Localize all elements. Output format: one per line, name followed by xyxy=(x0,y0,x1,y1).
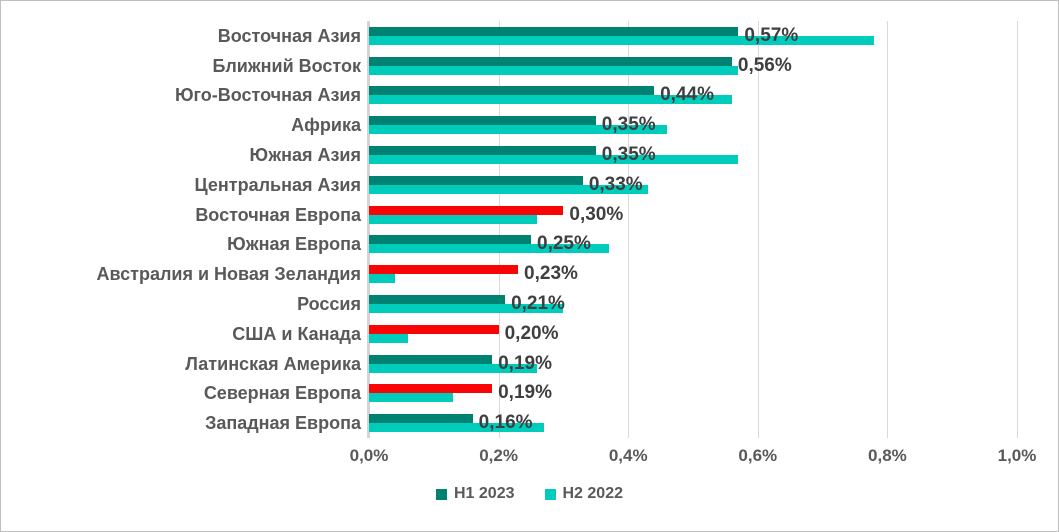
bar-h2-2022 xyxy=(369,244,609,254)
bar-h1-2023 xyxy=(369,235,531,245)
data-label: 0,20% xyxy=(504,322,559,344)
data-label: 0,19% xyxy=(498,382,552,404)
bar-h2-2022 xyxy=(369,95,732,105)
bar-h1-2023 xyxy=(369,205,564,215)
bar-h2-2022 xyxy=(369,65,739,75)
bar-h1-2023 xyxy=(369,324,499,334)
bar-h1-2023 xyxy=(369,354,493,364)
legend-label-h2-2022: H2 2022 xyxy=(562,485,624,502)
category-label: Восточная Азия xyxy=(217,25,361,46)
bar-h1-2023 xyxy=(369,146,596,156)
data-label: 0,21% xyxy=(511,292,565,314)
data-label: 0,35% xyxy=(601,114,656,136)
gridline xyxy=(498,21,500,438)
data-label: 0,25% xyxy=(537,233,591,255)
data-label: 0,57% xyxy=(744,24,799,46)
category-label: Северная Европа xyxy=(203,383,361,404)
category-label: Южная Европа xyxy=(227,234,361,255)
bar-h2-2022 xyxy=(369,303,564,313)
bar-h2-2022 xyxy=(369,393,454,403)
data-label: 0,23% xyxy=(524,263,578,285)
x-tick-label: 0,0% xyxy=(349,446,389,465)
bar-h1-2023 xyxy=(369,56,732,66)
bar-h2-2022 xyxy=(369,184,648,194)
x-tick-label: 1,0% xyxy=(997,446,1037,465)
legend-swatch-h1-2023 xyxy=(436,488,447,500)
data-label: 0,33% xyxy=(588,173,643,195)
category-label: США и Канада xyxy=(232,323,361,344)
bar-h1-2023 xyxy=(369,175,583,185)
x-tick-label: 0,6% xyxy=(738,446,778,465)
bar-h2-2022 xyxy=(369,363,538,373)
x-tick-label: 0,2% xyxy=(479,446,518,465)
gridline xyxy=(887,21,889,438)
category-label: Южная Азия xyxy=(249,145,361,166)
data-label: 0,44% xyxy=(660,84,714,106)
bar-h2-2022 xyxy=(369,155,739,165)
bar-h2-2022 xyxy=(369,125,668,135)
category-label: Восточная Европа xyxy=(195,204,361,225)
bar-h2-2022 xyxy=(369,214,538,224)
gridline xyxy=(628,21,630,438)
legend-item-h1-2023: H1 2023 xyxy=(436,485,515,503)
category-label: Ближний Восток xyxy=(212,55,361,76)
data-label: 0,19% xyxy=(498,352,552,374)
bar-h2-2022 xyxy=(369,333,408,343)
bar-h1-2023 xyxy=(369,116,596,126)
data-label: 0,30% xyxy=(569,203,624,225)
bar-h1-2023 xyxy=(369,294,506,304)
x-tick-label: 0,8% xyxy=(868,446,907,465)
bar-h1-2023 xyxy=(369,265,519,275)
category-label: Россия xyxy=(297,293,361,314)
bar-h1-2023 xyxy=(369,384,493,394)
y-axis-line xyxy=(367,21,370,438)
category-label: Австралия и Новая Зеландия xyxy=(96,264,361,285)
data-label: 0,16% xyxy=(478,412,533,434)
data-label: 0,56% xyxy=(737,54,792,76)
x-tick-label: 0,4% xyxy=(608,446,648,465)
legend-item-h2-2022: H2 2022 xyxy=(544,485,624,503)
bar-h2-2022 xyxy=(369,274,395,284)
bar-h1-2023 xyxy=(369,414,473,424)
category-label: Юго-Восточная Азия xyxy=(174,85,361,106)
legend-swatch-h2-2022 xyxy=(544,488,556,500)
data-label: 0,35% xyxy=(601,144,656,166)
category-label: Африка xyxy=(291,115,361,136)
category-label: Латинская Америка xyxy=(185,353,361,374)
category-label: Центральная Азия xyxy=(194,174,361,195)
category-label: Западная Европа xyxy=(205,413,361,434)
gridline xyxy=(1017,21,1018,438)
bar-h2-2022 xyxy=(369,35,875,45)
bar-h1-2023 xyxy=(369,86,655,96)
bar-h2-2022 xyxy=(369,423,544,433)
bar-h1-2023 xyxy=(369,26,739,36)
gridline xyxy=(757,21,759,438)
legend: H1 2023 H2 2022 xyxy=(1,485,1058,503)
legend-label-h1-2023: H1 2023 xyxy=(454,485,515,502)
